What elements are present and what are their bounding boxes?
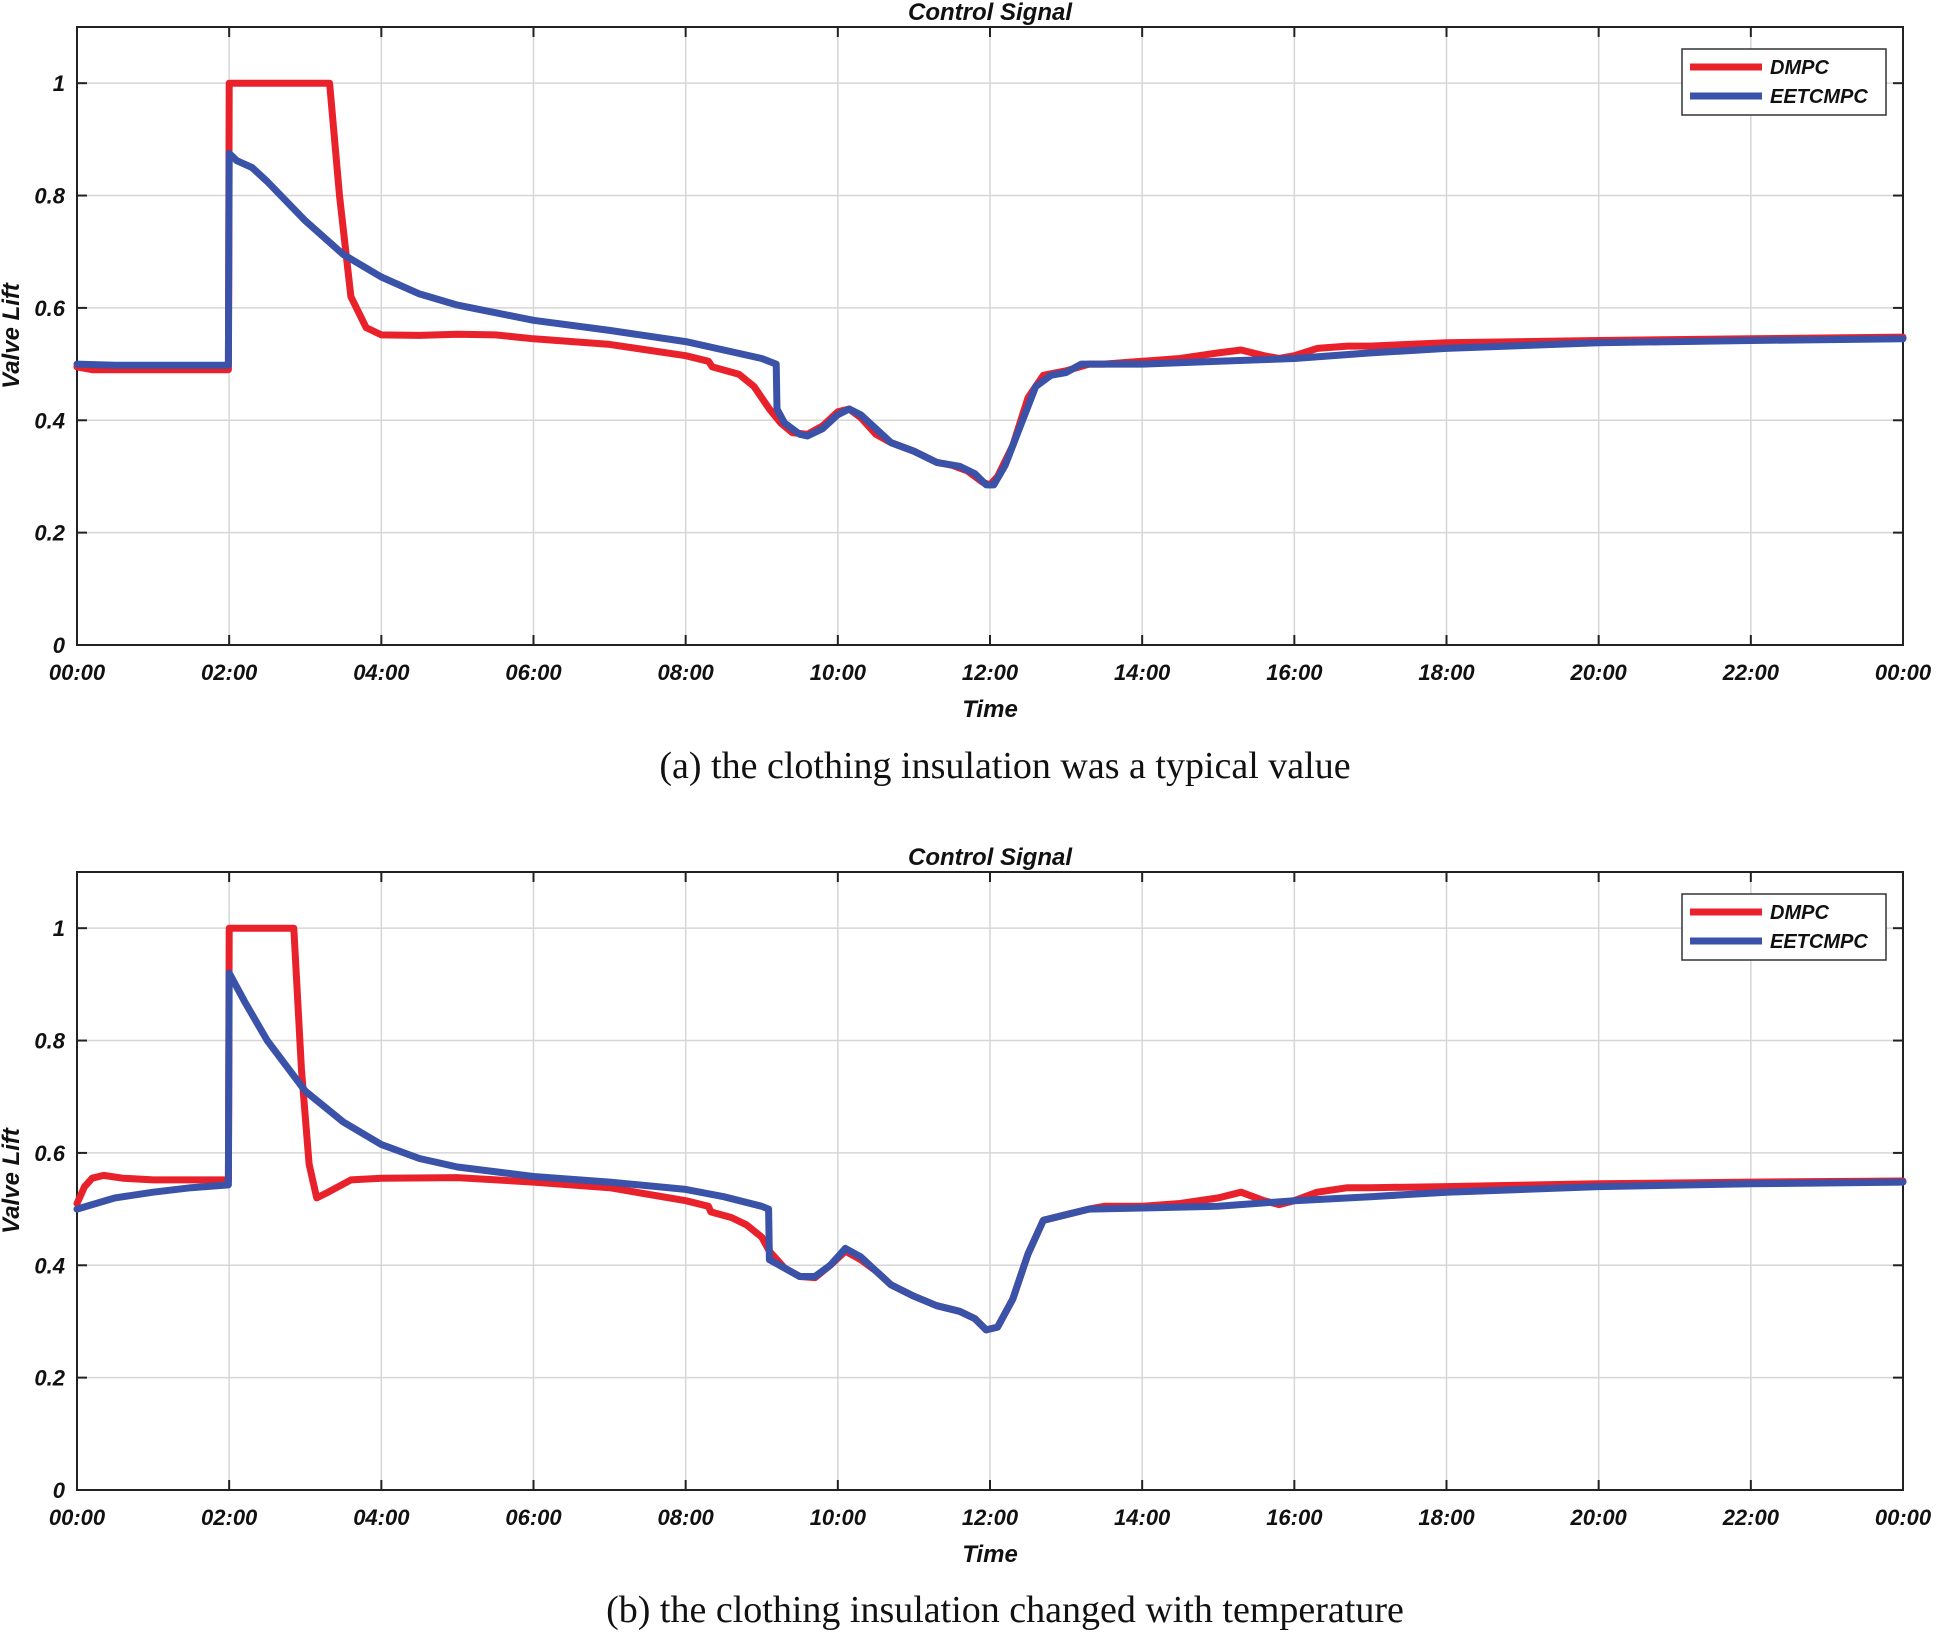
x-tick-label: 18:00 (1418, 660, 1475, 685)
x-tick-label: 14:00 (1114, 1505, 1171, 1530)
x-tick-label: 00:00 (49, 1505, 106, 1530)
figure-caption: (a) the clothing insulation was a typica… (659, 745, 1350, 787)
y-tick-label: 0 (53, 1478, 66, 1503)
legend-label-dmpc: DMPC (1770, 57, 1829, 79)
x-tick-label: 16:00 (1266, 660, 1323, 685)
legend-label-eetcmpc: EETCMPC (1770, 86, 1868, 108)
chart-b: 00:00 02:00 04:00 06:00 08:00 10:00 12:00 14:00… (0, 844, 1932, 1631)
y-tick-label: 0 (53, 633, 66, 658)
legend-box (1681, 48, 1887, 116)
legend-box (1681, 893, 1887, 961)
x-tick-label: 06:00 (505, 1505, 562, 1530)
y-tick-label: 0.4 (34, 1253, 65, 1278)
y-tick-label: 0.2 (34, 521, 65, 546)
x-tick-label: 22:00 (1722, 660, 1780, 685)
x-axis-label: Time (962, 1541, 1018, 1568)
y-tick-label: 0.6 (34, 1141, 65, 1166)
x-tick-label: 08:00 (658, 1505, 715, 1530)
legend-label-eetcmpc: EETCMPC (1770, 931, 1868, 953)
chart-title: Control Signal (908, 844, 1073, 871)
x-tick-label: 10:00 (810, 660, 867, 685)
legend-label-dmpc: DMPC (1770, 902, 1829, 924)
x-tick-label: 12:00 (962, 660, 1019, 685)
series-line-eetcmpc (73, 149, 1907, 489)
legend: DMPC EETCMPC (1681, 48, 1887, 116)
series-line-eetcmpc (73, 969, 1907, 1334)
y-tick-label: 0.8 (34, 184, 65, 209)
figure-caption: (b) the clothing insulation changed with… (606, 1589, 1404, 1631)
y-tick-label: 0.4 (34, 408, 65, 433)
y-tick-label: 0.8 (34, 1029, 65, 1054)
x-tick-label: 02:00 (201, 660, 258, 685)
x-tick-label: 22:00 (1722, 1505, 1780, 1530)
grid (77, 872, 1903, 1490)
x-tick-label: 00:00 (49, 660, 106, 685)
y-axis-label: Valve Lift (0, 282, 25, 389)
x-axis-label: Time (962, 696, 1018, 723)
x-tick-label: 16:00 (1266, 1505, 1323, 1530)
x-tick-label: 08:00 (658, 660, 715, 685)
y-tick-label: 1 (53, 916, 65, 941)
x-tick-label: 20:00 (1570, 660, 1628, 685)
legend: DMPC EETCMPC (1681, 893, 1887, 961)
x-tick-label: 18:00 (1418, 1505, 1475, 1530)
chart-a: 00:00 02:00 04:00 06:00 08:00 10:00 12:00 14:00… (0, 0, 1932, 787)
x-tick-label: 00:00 (1875, 660, 1932, 685)
grid (77, 27, 1903, 645)
y-tick-label: 0.6 (34, 296, 65, 321)
x-tick-label: 10:00 (810, 1505, 867, 1530)
x-tick-label: 00:00 (1875, 1505, 1932, 1530)
x-tick-label: 12:00 (962, 1505, 1019, 1530)
x-tick-label: 04:00 (353, 660, 410, 685)
chart-title: Control Signal (908, 0, 1073, 26)
x-tick-label: 04:00 (353, 1505, 410, 1530)
x-tick-label: 02:00 (201, 1505, 258, 1530)
x-tick-label: 14:00 (1114, 660, 1171, 685)
y-axis-label: Valve Lift (0, 1127, 25, 1234)
y-tick-label: 0.2 (34, 1366, 65, 1391)
x-tick-label: 20:00 (1570, 1505, 1628, 1530)
y-tick-label: 1 (53, 71, 65, 96)
x-tick-label: 06:00 (505, 660, 562, 685)
